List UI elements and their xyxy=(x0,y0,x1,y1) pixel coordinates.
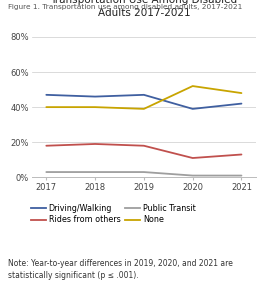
Text: Figure 1. Transportation use among disabled adults, 2017-2021: Figure 1. Transportation use among disab… xyxy=(8,4,242,10)
Title: Transportation Use Among Disabled
Adults 2017-2021: Transportation Use Among Disabled Adults… xyxy=(50,0,237,18)
Text: Note: Year-to-year differences in 2019, 2020, and 2021 are
statistically signifi: Note: Year-to-year differences in 2019, … xyxy=(8,259,233,280)
Legend: Driving/Walking, Rides from others, Public Transit, None: Driving/Walking, Rides from others, Publ… xyxy=(28,201,199,228)
